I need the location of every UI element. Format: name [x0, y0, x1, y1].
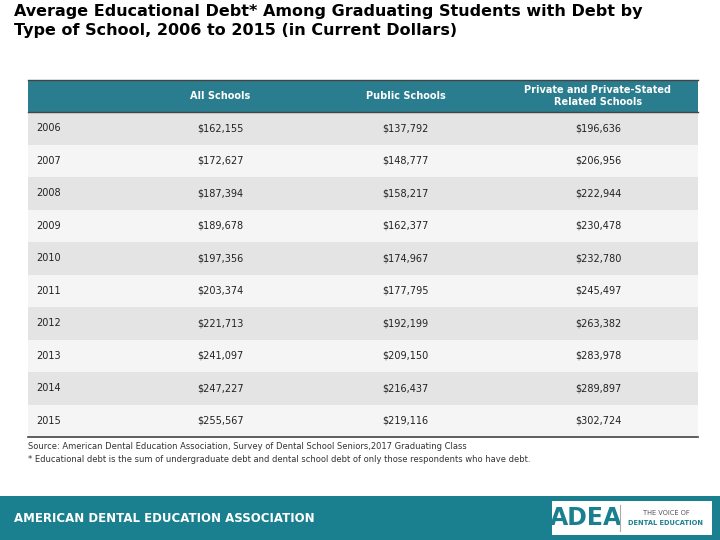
- Text: Source: American Dental Education Association, Survey of Dental School Seniors,2: Source: American Dental Education Associ…: [28, 442, 467, 451]
- Text: $219,116: $219,116: [382, 416, 428, 426]
- Text: 2008: 2008: [36, 188, 60, 198]
- Text: $162,155: $162,155: [197, 123, 243, 133]
- Bar: [28, 242, 698, 274]
- Text: $302,724: $302,724: [575, 416, 621, 426]
- Text: $177,795: $177,795: [382, 286, 428, 296]
- Bar: [28, 177, 698, 210]
- Text: $221,713: $221,713: [197, 318, 243, 328]
- Text: $192,199: $192,199: [382, 318, 428, 328]
- Bar: [28, 80, 698, 112]
- Text: $187,394: $187,394: [197, 188, 243, 198]
- Bar: [0, 496, 720, 540]
- Bar: [28, 307, 698, 340]
- Text: $283,978: $283,978: [575, 351, 621, 361]
- Text: $289,897: $289,897: [575, 383, 621, 393]
- Text: $255,567: $255,567: [197, 416, 244, 426]
- Text: $222,944: $222,944: [575, 188, 621, 198]
- Text: $197,356: $197,356: [197, 253, 243, 263]
- Text: $247,227: $247,227: [197, 383, 244, 393]
- Text: $245,497: $245,497: [575, 286, 621, 296]
- Text: AMERICAN DENTAL EDUCATION ASSOCIATION: AMERICAN DENTAL EDUCATION ASSOCIATION: [14, 511, 315, 524]
- Bar: [28, 340, 698, 372]
- Text: THE VOICE OF: THE VOICE OF: [643, 510, 689, 516]
- Text: $230,478: $230,478: [575, 221, 621, 231]
- Text: $174,967: $174,967: [382, 253, 428, 263]
- Text: $206,956: $206,956: [575, 156, 621, 166]
- Text: Private and Private-Stated
Related Schools: Private and Private-Stated Related Schoo…: [524, 85, 672, 107]
- Text: $137,792: $137,792: [382, 123, 428, 133]
- Text: $232,780: $232,780: [575, 253, 621, 263]
- Text: $148,777: $148,777: [382, 156, 428, 166]
- Text: 2010: 2010: [36, 253, 60, 263]
- Text: 2014: 2014: [36, 383, 60, 393]
- Text: DENTAL EDUCATION: DENTAL EDUCATION: [629, 520, 703, 526]
- Bar: [28, 404, 698, 437]
- Bar: [28, 112, 698, 145]
- Text: 2007: 2007: [36, 156, 60, 166]
- Text: $241,097: $241,097: [197, 351, 243, 361]
- Text: ADEA: ADEA: [550, 506, 622, 530]
- Text: 2011: 2011: [36, 286, 60, 296]
- Text: 2015: 2015: [36, 416, 60, 426]
- Text: $263,382: $263,382: [575, 318, 621, 328]
- Text: 2009: 2009: [36, 221, 60, 231]
- Text: $196,636: $196,636: [575, 123, 621, 133]
- Bar: [552, 501, 712, 535]
- Text: $172,627: $172,627: [197, 156, 244, 166]
- Text: 2012: 2012: [36, 318, 60, 328]
- Text: $158,217: $158,217: [382, 188, 428, 198]
- Text: $189,678: $189,678: [197, 221, 243, 231]
- Bar: [28, 274, 698, 307]
- Text: 2013: 2013: [36, 351, 60, 361]
- Text: $209,150: $209,150: [382, 351, 428, 361]
- Text: Public Schools: Public Schools: [366, 91, 446, 101]
- Text: $162,377: $162,377: [382, 221, 428, 231]
- Text: Average Educational Debt* Among Graduating Students with Debt by
Type of School,: Average Educational Debt* Among Graduati…: [14, 4, 642, 38]
- Bar: [28, 210, 698, 242]
- Text: 2006: 2006: [36, 123, 60, 133]
- Bar: [28, 145, 698, 177]
- Text: All Schools: All Schools: [190, 91, 251, 101]
- Bar: [28, 372, 698, 404]
- Text: * Educational debt is the sum of undergraduate debt and dental school debt of on: * Educational debt is the sum of undergr…: [28, 455, 531, 464]
- Text: $203,374: $203,374: [197, 286, 243, 296]
- Text: $216,437: $216,437: [382, 383, 428, 393]
